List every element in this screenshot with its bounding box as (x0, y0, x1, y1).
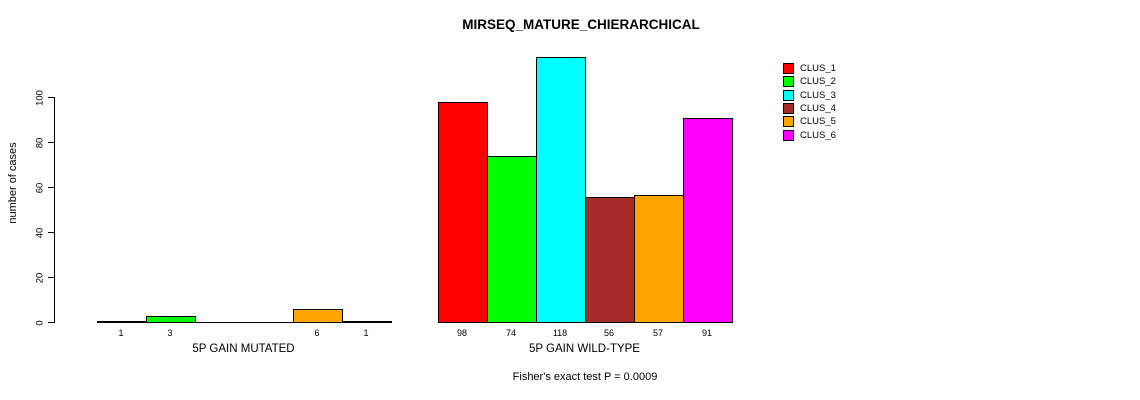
bar-value-label: 98 (456, 327, 467, 338)
y-axis-tick (48, 322, 54, 323)
bar-clus_2-wild-type (486, 155, 537, 323)
legend-label: CLUS_4 (800, 103, 836, 115)
bar-clus_6-mutated (341, 320, 392, 323)
bar-value-label: 57 (652, 327, 663, 338)
bar-value-label: 6 (314, 327, 320, 338)
legend-label: CLUS_3 (800, 89, 836, 101)
bar-clus_1-mutated (96, 320, 147, 323)
y-axis-tick (48, 142, 54, 143)
bar-value-label: 74 (505, 327, 516, 338)
bar-value-label: 118 (552, 327, 568, 338)
y-axis-tick-label: 60 (34, 182, 46, 193)
legend-swatch-clus_5 (783, 116, 794, 128)
y-axis-tick (48, 97, 54, 98)
bar-clus_3-wild-type (535, 56, 586, 323)
bar-clus_4-wild-type (584, 196, 635, 323)
bar-value-label: 3 (167, 327, 173, 338)
y-axis-tick (48, 277, 54, 278)
legend-swatch-clus_4 (783, 103, 794, 115)
y-axis-line (54, 97, 55, 323)
legend-label: CLUS_1 (800, 63, 836, 74)
bar-value-label: 1 (363, 327, 369, 338)
legend-label: CLUS_5 (800, 116, 836, 128)
group-label: 5P GAIN MUTATED (192, 342, 295, 355)
bar-clus_1-wild-type (437, 101, 488, 323)
y-axis-tick-label: 100 (34, 89, 46, 106)
y-axis-tick-label: 40 (34, 227, 46, 238)
legend-swatch-clus_2 (783, 76, 794, 88)
legend-swatch-clus_3 (783, 89, 794, 101)
group-label: 5P GAIN WILD-TYPE (529, 342, 640, 355)
fisher-test-annotation: Fisher's exact test P = 0.0009 (512, 371, 658, 383)
bar-clus_2-mutated (145, 315, 196, 323)
bar-value-label: 1 (118, 327, 124, 338)
bar-clus_5-mutated (292, 308, 343, 323)
y-axis-tick (48, 232, 54, 233)
y-axis-tick-label: 0 (34, 319, 46, 326)
legend-label: CLUS_2 (800, 76, 836, 88)
y-axis-tick-label: 80 (34, 137, 46, 148)
bar-value-label: 91 (701, 327, 712, 338)
y-axis-title: number of cases (7, 142, 19, 224)
x-axis-line (437, 322, 732, 323)
bar-clus_5-wild-type (633, 194, 684, 323)
x-axis-line (96, 322, 391, 323)
bar-value-label: 56 (603, 327, 614, 338)
legend-swatch-clus_1 (783, 63, 794, 74)
y-axis-tick-label: 20 (34, 272, 46, 283)
bar-clus_6-wild-type (682, 117, 733, 323)
legend-label: CLUS_6 (800, 129, 836, 141)
y-axis-tick (48, 187, 54, 188)
legend-swatch-clus_6 (783, 129, 794, 141)
chart-title: MIRSEQ_MATURE_CHIERARCHICAL (462, 17, 700, 32)
